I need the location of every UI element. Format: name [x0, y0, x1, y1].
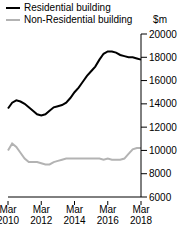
svg-text:Mar2012: Mar2012: [30, 204, 53, 226]
svg-text:8000: 8000: [149, 168, 172, 179]
svg-text:16000: 16000: [149, 75, 173, 86]
svg-text:6000: 6000: [149, 192, 172, 203]
svg-text:Mar2010: Mar2010: [8, 204, 20, 226]
svg-text:Mar2018: Mar2018: [130, 204, 153, 226]
svg-text:10000: 10000: [149, 145, 173, 156]
svg-text:Mar2016: Mar2016: [97, 204, 120, 226]
svg-text:20000: 20000: [149, 29, 173, 40]
svg-text:18000: 18000: [149, 52, 173, 63]
html-text:Residential building: Residential building: [24, 2, 111, 13]
html-text:$m: $m: [153, 14, 167, 25]
svg-text:Mar2014: Mar2014: [63, 204, 86, 226]
svg-text:12000: 12000: [149, 122, 173, 133]
svg-text:14000: 14000: [149, 98, 173, 109]
html-text:Non-Residential building: Non-Residential building: [24, 14, 133, 25]
